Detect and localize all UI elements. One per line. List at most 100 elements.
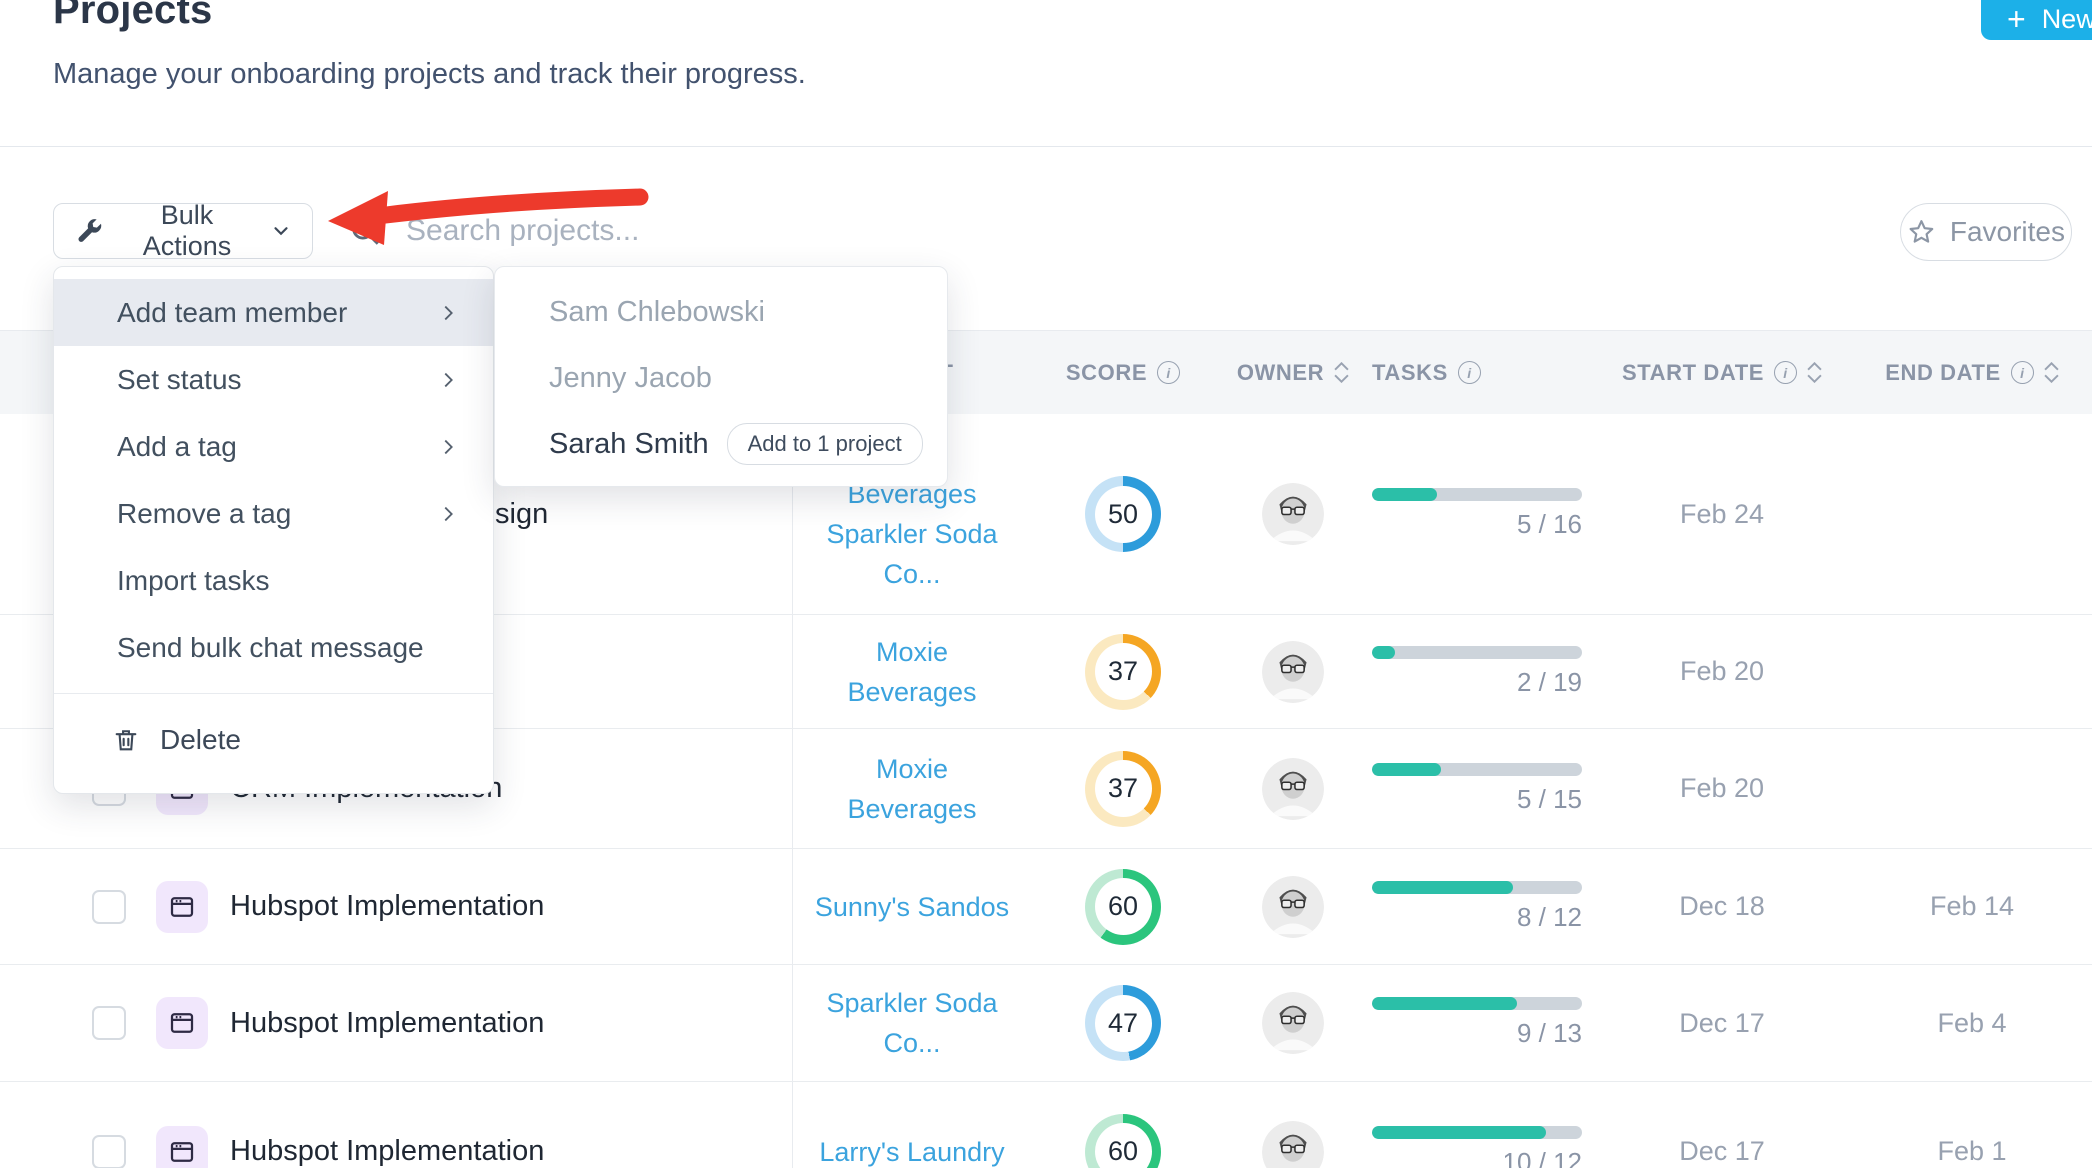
- tasks-progress-bar: [1372, 488, 1582, 501]
- menu-item-remove-a-tag[interactable]: Remove a tag: [54, 480, 493, 547]
- sort-icon[interactable]: [1807, 362, 1822, 383]
- owner-avatar[interactable]: [1262, 483, 1324, 545]
- project-icon: [156, 997, 208, 1049]
- sort-icon[interactable]: [1334, 362, 1349, 383]
- tasks-progress-bar: [1372, 881, 1582, 894]
- bulk-actions-label: Bulk Actions: [120, 200, 254, 262]
- row-checkbox[interactable]: [92, 890, 126, 924]
- header-divider: [0, 146, 2092, 147]
- project-icon: [156, 1126, 208, 1168]
- submenu-item-sarah-smith[interactable]: Sarah Smith Add to 1 project: [495, 411, 947, 477]
- sort-icon[interactable]: [2044, 362, 2059, 383]
- search-area: [348, 206, 868, 256]
- project-name[interactable]: Hubspot Implementation: [230, 890, 544, 922]
- bulk-actions-menu: Add team member Set status Add a tag Rem…: [53, 266, 494, 794]
- page-title: Projects: [53, 0, 212, 33]
- score-value: 37: [1108, 656, 1138, 687]
- end-date: Feb 14: [1852, 891, 2092, 922]
- score-donut: 47: [1085, 985, 1161, 1061]
- score-donut: 37: [1085, 634, 1161, 710]
- owner-avatar[interactable]: [1262, 641, 1324, 703]
- start-date: Feb 20: [1592, 773, 1852, 804]
- owner-avatar[interactable]: [1262, 992, 1324, 1054]
- tasks-fraction: 515: [1372, 784, 1582, 815]
- plus-icon: [2007, 3, 2026, 35]
- owner-avatar[interactable]: [1262, 1121, 1324, 1168]
- client-link[interactable]: Sparkler Soda Co...: [809, 983, 1015, 1063]
- tasks-fraction: 812: [1372, 902, 1582, 933]
- page-subtitle: Manage your onboarding projects and trac…: [53, 58, 806, 91]
- score-donut: 60: [1085, 869, 1161, 945]
- info-icon[interactable]: [1774, 361, 1797, 384]
- add-to-project-badge[interactable]: Add to 1 project: [727, 423, 923, 465]
- column-header-start-date: START DATE: [1592, 360, 1852, 386]
- chevron-right-icon: [437, 302, 459, 324]
- column-header-owner: OWNER: [1214, 360, 1372, 386]
- start-date: Dec 17: [1592, 1136, 1852, 1167]
- tasks-fraction: 913: [1372, 1018, 1582, 1049]
- column-header-end-date: END DATE: [1852, 360, 2092, 386]
- team-member-submenu: Sam Chlebowski Jenny Jacob Sarah Smith A…: [494, 266, 948, 487]
- bulk-actions-button[interactable]: Bulk Actions: [53, 203, 313, 259]
- end-date: Feb 1: [1852, 1136, 2092, 1167]
- score-donut: 50: [1085, 476, 1161, 552]
- wrench-icon: [74, 216, 104, 246]
- score-value: 47: [1108, 1008, 1138, 1039]
- start-date: Dec 17: [1592, 1008, 1852, 1039]
- score-value: 60: [1108, 1136, 1138, 1167]
- info-icon[interactable]: [1157, 361, 1180, 384]
- submenu-item-sam-chlebowski: Sam Chlebowski: [495, 279, 947, 345]
- column-header-score: SCORE: [1032, 360, 1214, 386]
- start-date: Dec 18: [1592, 891, 1852, 922]
- end-date: Feb 4: [1852, 1008, 2092, 1039]
- menu-item-add-team-member[interactable]: Add team member: [54, 279, 493, 346]
- client-link[interactable]: Moxie Beverages: [809, 632, 1015, 712]
- table-row: Hubspot Implementation Sunny's Sandos 60…: [0, 848, 2092, 964]
- owner-avatar[interactable]: [1262, 758, 1324, 820]
- menu-item-set-status[interactable]: Set status: [54, 346, 493, 413]
- row-checkbox[interactable]: [92, 1006, 126, 1040]
- chevron-down-icon: [270, 220, 292, 242]
- start-date: Feb 24: [1592, 499, 1852, 530]
- projects-page: Projects Manage your onboarding projects…: [0, 0, 2092, 1168]
- score-value: 37: [1108, 773, 1138, 804]
- client-link[interactable]: Larry's Laundry: [809, 1132, 1015, 1168]
- info-icon[interactable]: [2011, 361, 2034, 384]
- tasks-progress-bar: [1372, 1126, 1582, 1139]
- column-header-tasks: TASKS: [1372, 360, 1592, 386]
- trash-icon: [112, 726, 140, 754]
- score-value: 60: [1108, 891, 1138, 922]
- submenu-item-jenny-jacob: Jenny Jacob: [495, 345, 947, 411]
- info-icon[interactable]: [1458, 361, 1481, 384]
- chevron-right-icon: [437, 503, 459, 525]
- tasks-fraction: 1012: [1372, 1147, 1582, 1168]
- client-link[interactable]: Sunny's Sandos: [809, 887, 1015, 927]
- project-name[interactable]: Hubspot Implementation: [230, 1135, 544, 1167]
- client-link[interactable]: Moxie Beverages: [809, 749, 1015, 829]
- project-icon: [156, 881, 208, 933]
- chevron-right-icon: [437, 369, 459, 391]
- favorites-button[interactable]: Favorites: [1900, 203, 2072, 261]
- menu-item-send-bulk-chat-message[interactable]: Send bulk chat message: [54, 614, 493, 681]
- score-value: 50: [1108, 499, 1138, 530]
- menu-item-add-a-tag[interactable]: Add a tag: [54, 413, 493, 480]
- table-row: Hubspot Implementation Sparkler Soda Co.…: [0, 964, 2092, 1081]
- tasks-fraction: 516: [1372, 509, 1582, 540]
- new-button-label: New: [2042, 4, 2092, 35]
- score-donut: 37: [1085, 751, 1161, 827]
- menu-item-import-tasks[interactable]: Import tasks: [54, 547, 493, 614]
- menu-item-delete[interactable]: Delete: [54, 694, 493, 786]
- owner-avatar[interactable]: [1262, 876, 1324, 938]
- tasks-progress-bar: [1372, 646, 1582, 659]
- start-date: Feb 20: [1592, 656, 1852, 687]
- table-row: Hubspot Implementation Larry's Laundry 6…: [0, 1081, 2092, 1168]
- project-name[interactable]: Hubspot Implementation: [230, 1007, 544, 1039]
- search-input[interactable]: [404, 213, 824, 249]
- chevron-right-icon: [437, 436, 459, 458]
- search-icon: [348, 214, 382, 248]
- new-project-button[interactable]: New: [1981, 0, 2092, 40]
- tasks-progress-bar: [1372, 997, 1582, 1010]
- project-name[interactable]: sign: [495, 498, 548, 530]
- favorites-label: Favorites: [1950, 216, 2065, 248]
- row-checkbox[interactable]: [92, 1135, 126, 1168]
